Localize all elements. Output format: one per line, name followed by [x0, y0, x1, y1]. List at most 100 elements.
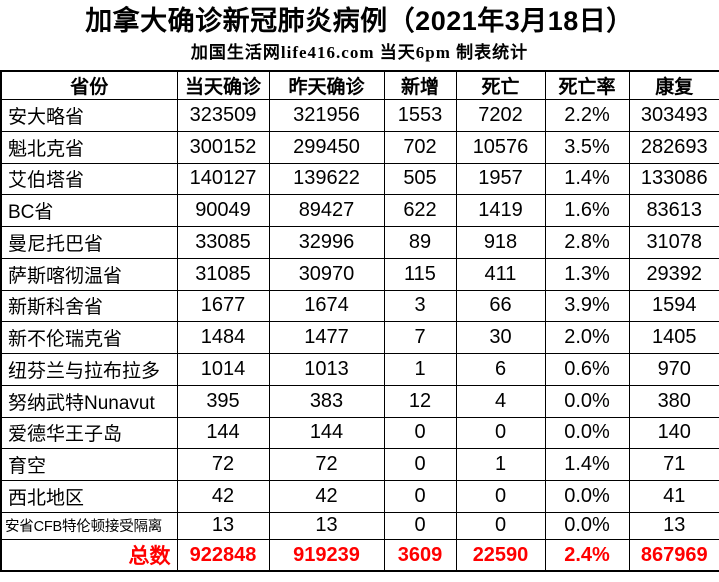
total-value: 919239	[268, 539, 385, 572]
total-value: 867969	[628, 539, 719, 572]
cell-value: 30970	[268, 257, 385, 291]
cell-value: 90049	[176, 194, 270, 227]
cell-value: 140	[628, 416, 719, 450]
cell-value: 323509	[176, 99, 270, 132]
cell-value: 7202	[455, 99, 546, 132]
cell-value: 2.0%	[544, 321, 630, 354]
cell-value: 71	[628, 448, 719, 481]
cell-value: 1.4%	[544, 448, 630, 481]
cell-value: 299450	[268, 130, 385, 164]
cell-value: 1405	[628, 321, 719, 354]
cell-value: 0	[383, 448, 457, 481]
province-name: 萨斯喀彻温省	[0, 257, 178, 291]
table-footer: 总数 922848 919239 3609 22590 2.4% 867969	[0, 539, 719, 572]
table-row: 艾伯塔省 140127 139622 505 1957 1.4% 133086	[0, 162, 719, 196]
cell-value: 1957	[455, 162, 546, 196]
page-title: 加拿大确诊新冠肺炎病例（2021年3月18日）	[85, 6, 634, 36]
province-name: 新斯科舍省	[0, 289, 178, 323]
column-header: 省份	[0, 70, 178, 100]
column-header: 死亡率	[544, 70, 630, 100]
cell-value: 395	[176, 384, 270, 418]
cell-value: 31085	[176, 257, 270, 291]
cell-value: 42	[268, 480, 385, 513]
cell-value: 1674	[268, 289, 385, 323]
province-name: 魁北克省	[0, 130, 178, 164]
province-name: 安大略省	[0, 99, 178, 132]
cell-value: 12	[383, 384, 457, 418]
cell-value: 1.4%	[544, 162, 630, 196]
cell-value: 282693	[628, 130, 719, 164]
page-subtitle: 加国生活网life416.com 当天6pm 制表统计	[190, 43, 529, 62]
table-body: 安大略省 323509 321956 1553 7202 2.2% 303493 魁北克省 30…	[0, 99, 719, 541]
cell-value: 1677	[176, 289, 270, 323]
cell-value: 139622	[268, 162, 385, 196]
cell-value: 31078	[628, 226, 719, 259]
province-name: 安省CFB特伦顿接受隔离	[0, 511, 178, 541]
cell-value: 3	[383, 289, 457, 323]
column-header: 死亡	[455, 70, 546, 100]
column-header: 新增	[383, 70, 457, 100]
cell-value: 505	[383, 162, 457, 196]
cell-value: 3.9%	[544, 289, 630, 323]
cell-value: 0	[383, 480, 457, 513]
cell-value: 0	[383, 416, 457, 450]
province-name: 育空	[0, 448, 178, 481]
cell-value: 7	[383, 321, 457, 354]
table-row: 曼尼托巴省 33085 32996 89 918 2.8% 31078	[0, 226, 719, 259]
table-row: 魁北克省 300152 299450 702 10576 3.5% 282693	[0, 130, 719, 164]
cell-value: 1	[455, 448, 546, 481]
total-label: 总数	[0, 539, 178, 572]
cell-value: 1013	[268, 353, 385, 386]
cell-value: 144	[268, 416, 385, 450]
cell-value: 1014	[176, 353, 270, 386]
cell-value: 115	[383, 257, 457, 291]
cell-value: 1477	[268, 321, 385, 354]
table-row: 西北地区 42 42 0 0 0.0% 41	[0, 480, 719, 513]
province-name: 西北地区	[0, 480, 178, 513]
cell-value: 3.5%	[544, 130, 630, 164]
cell-value: 0.0%	[544, 416, 630, 450]
table-row: 努纳武特Nunavut 395 383 12 4 0.0% 380	[0, 384, 719, 418]
column-header: 昨天确诊	[268, 70, 385, 100]
cell-value: 2.8%	[544, 226, 630, 259]
cell-value: 0	[455, 416, 546, 450]
total-value: 2.4%	[544, 539, 630, 572]
cell-value: 66	[455, 289, 546, 323]
cell-value: 33085	[176, 226, 270, 259]
covid-stats-table: 省份 当天确诊 昨天确诊 新增 死亡 死亡率 康复 安大略省 323509 321956 1553…	[0, 70, 719, 572]
cell-value: 29392	[628, 257, 719, 291]
cell-value: 72	[176, 448, 270, 481]
cell-value: 72	[268, 448, 385, 481]
cell-value: 0	[455, 480, 546, 513]
cell-value: 6	[455, 353, 546, 386]
table-row: 新不伦瑞克省 1484 1477 7 30 2.0% 1405	[0, 321, 719, 354]
cell-value: 4	[455, 384, 546, 418]
province-name: 艾伯塔省	[0, 162, 178, 196]
province-name: 努纳武特Nunavut	[0, 384, 178, 418]
cell-value: 1.6%	[544, 194, 630, 227]
cell-value: 303493	[628, 99, 719, 132]
cell-value: 30	[455, 321, 546, 354]
cell-value: 0.0%	[544, 511, 630, 541]
cell-value: 89	[383, 226, 457, 259]
cell-value: 383	[268, 384, 385, 418]
table-row: 安大略省 323509 321956 1553 7202 2.2% 303493	[0, 99, 719, 132]
cell-value: 321956	[268, 99, 385, 132]
cell-value: 411	[455, 257, 546, 291]
cell-value: 140127	[176, 162, 270, 196]
cell-value: 42	[176, 480, 270, 513]
cell-value: 702	[383, 130, 457, 164]
table-row: 育空 72 72 0 1 1.4% 71	[0, 448, 719, 481]
cell-value: 0	[383, 511, 457, 541]
column-header: 当天确诊	[176, 70, 270, 100]
cell-value: 300152	[176, 130, 270, 164]
cell-value: 1	[383, 353, 457, 386]
table-row: BC省 90049 89427 622 1419 1.6% 83613	[0, 194, 719, 227]
total-value: 922848	[176, 539, 270, 572]
cell-value: 83613	[628, 194, 719, 227]
cell-value: 13	[628, 511, 719, 541]
province-name: BC省	[0, 194, 178, 227]
cell-value: 380	[628, 384, 719, 418]
province-name: 新不伦瑞克省	[0, 321, 178, 354]
cell-value: 89427	[268, 194, 385, 227]
